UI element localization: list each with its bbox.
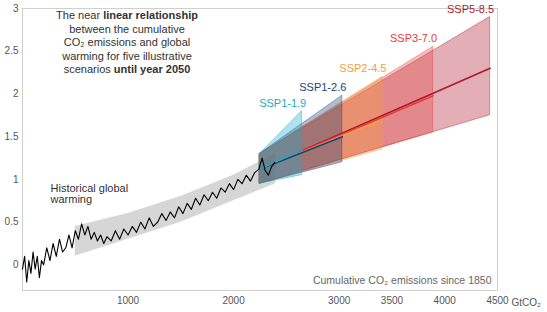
- svg-text:SSP5-8.5: SSP5-8.5: [447, 3, 494, 15]
- svg-text:3: 3: [13, 3, 19, 14]
- svg-text:1.5: 1.5: [5, 131, 19, 142]
- svg-text:The near linear relationshipbe: The near linear relationshipbetween the …: [56, 9, 198, 75]
- svg-text:SSP1-1.9: SSP1-1.9: [259, 97, 306, 109]
- svg-text:2.5: 2.5: [5, 45, 19, 56]
- svg-text:0: 0: [13, 259, 19, 270]
- svg-text:3000: 3000: [328, 295, 351, 306]
- svg-text:2000: 2000: [222, 295, 245, 306]
- svg-text:SSP3-7.0: SSP3-7.0: [390, 32, 437, 44]
- svg-text:GtCO₂: GtCO₂: [512, 297, 542, 308]
- svg-text:Historical globalwarming: Historical globalwarming: [50, 182, 129, 205]
- svg-text:0.5: 0.5: [5, 216, 19, 227]
- svg-text:4000: 4000: [434, 295, 457, 306]
- svg-text:1000: 1000: [117, 295, 140, 306]
- svg-text:SSP1-2.6: SSP1-2.6: [299, 81, 346, 93]
- svg-text:Cumulative CO₂ emissions since: Cumulative CO₂ emissions since 1850: [313, 274, 492, 286]
- svg-text:1: 1: [13, 174, 19, 185]
- svg-text:SSP2-4.5: SSP2-4.5: [339, 62, 386, 74]
- svg-text:2: 2: [13, 88, 19, 99]
- svg-text:4500: 4500: [486, 295, 509, 306]
- svg-text:3500: 3500: [381, 295, 404, 306]
